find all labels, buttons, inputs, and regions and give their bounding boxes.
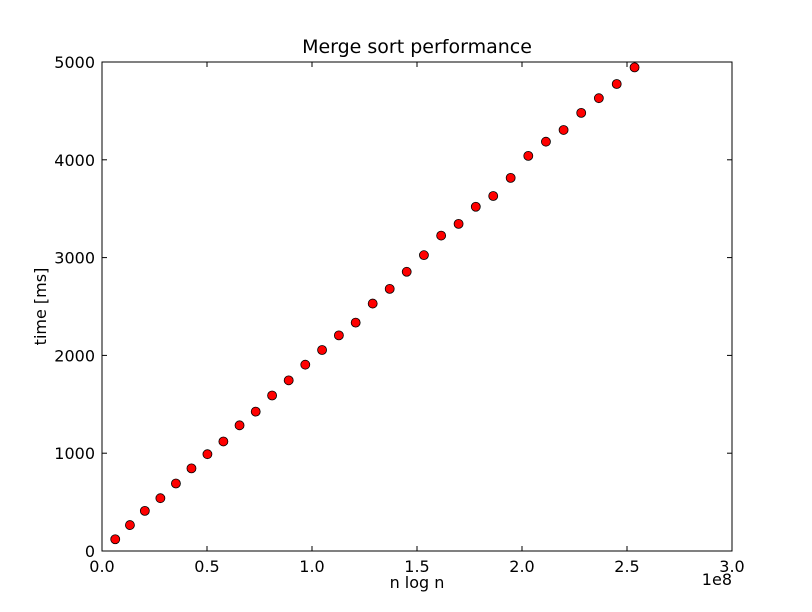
scatter-point bbox=[317, 345, 327, 355]
x-tick-label: 2.0 bbox=[509, 557, 534, 576]
scatter-point bbox=[401, 266, 412, 277]
x-tick-label: 2.5 bbox=[614, 557, 639, 576]
x-axis-offset-label: 1e8 bbox=[702, 570, 732, 589]
scatter-point bbox=[629, 62, 640, 73]
scatter-point bbox=[250, 406, 261, 417]
scatter-point bbox=[218, 436, 229, 447]
scatter-point bbox=[384, 283, 395, 294]
scatter-point bbox=[523, 150, 534, 161]
y-tick-label: 3000 bbox=[54, 249, 95, 268]
scatter-points bbox=[110, 62, 640, 545]
x-tick-label: 3.0 bbox=[719, 557, 744, 576]
plot-area bbox=[101, 61, 733, 552]
scatter-point bbox=[576, 107, 587, 118]
scatter-point bbox=[558, 125, 569, 135]
scatter-point bbox=[267, 390, 278, 401]
scatter-point bbox=[505, 172, 516, 183]
scatter-point bbox=[488, 191, 499, 201]
y-tick-label: 5000 bbox=[54, 53, 95, 72]
chart-title: Merge sort performance bbox=[302, 36, 532, 58]
scatter-point bbox=[186, 463, 197, 474]
scatter-point bbox=[333, 330, 344, 341]
scatter-point bbox=[234, 420, 245, 431]
y-axis-label: time [ms] bbox=[31, 268, 50, 346]
y-tick-labels: 0 1000 2000 3000 4000 5000 bbox=[54, 53, 95, 561]
x-tick-label: 0.0 bbox=[89, 557, 114, 576]
y-tick-label: 1000 bbox=[54, 444, 95, 463]
tick-marks bbox=[101, 61, 733, 552]
y-tick-label: 0 bbox=[85, 542, 95, 561]
scatter-point bbox=[541, 136, 551, 147]
scatter-point bbox=[155, 493, 166, 504]
scatter-point bbox=[593, 93, 604, 104]
x-axis-label: n log n bbox=[390, 573, 445, 592]
scatter-point bbox=[367, 298, 378, 309]
scatter-point bbox=[453, 218, 464, 229]
scatter-point bbox=[202, 449, 213, 460]
x-tick-label: 1.0 bbox=[299, 557, 324, 576]
x-tick-labels: 0.0 0.5 1.0 1.5 2.0 2.5 3.0 bbox=[89, 557, 744, 576]
scatter-point bbox=[419, 250, 429, 261]
scatter-point bbox=[611, 79, 622, 89]
scatter-point bbox=[139, 506, 150, 516]
y-tick-label: 4000 bbox=[54, 151, 95, 170]
x-tick-label: 0.5 bbox=[194, 557, 219, 576]
y-tick-label: 2000 bbox=[54, 346, 95, 365]
scatter-point bbox=[300, 359, 311, 370]
x-tick-label: 1.5 bbox=[404, 557, 429, 576]
scatter-point bbox=[110, 534, 121, 545]
scatter-point bbox=[470, 201, 481, 212]
scatter-point bbox=[350, 317, 361, 328]
scatter-point bbox=[125, 520, 135, 530]
scatter-point bbox=[283, 375, 294, 386]
scatter-point bbox=[171, 478, 181, 489]
scatter-point bbox=[436, 230, 447, 241]
